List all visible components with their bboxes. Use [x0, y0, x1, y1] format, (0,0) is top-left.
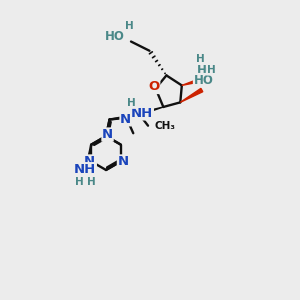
Text: H: H [207, 65, 215, 75]
Text: O: O [148, 80, 160, 94]
Text: N: N [83, 155, 94, 168]
Text: NH: NH [74, 163, 96, 176]
Polygon shape [126, 107, 163, 120]
Text: H: H [125, 21, 134, 31]
Text: N: N [120, 113, 131, 126]
Polygon shape [180, 88, 203, 102]
Text: NH: NH [131, 107, 153, 120]
Text: H: H [196, 54, 205, 64]
Text: N: N [117, 155, 129, 168]
Text: H: H [75, 176, 83, 187]
Text: N: N [102, 128, 113, 141]
Text: CH₃: CH₃ [154, 121, 175, 131]
Text: HO: HO [194, 74, 213, 86]
Polygon shape [182, 77, 204, 86]
Text: H: H [87, 176, 96, 187]
Text: HO: HO [105, 30, 125, 44]
Text: H: H [127, 98, 136, 108]
Text: HO: HO [196, 64, 216, 76]
